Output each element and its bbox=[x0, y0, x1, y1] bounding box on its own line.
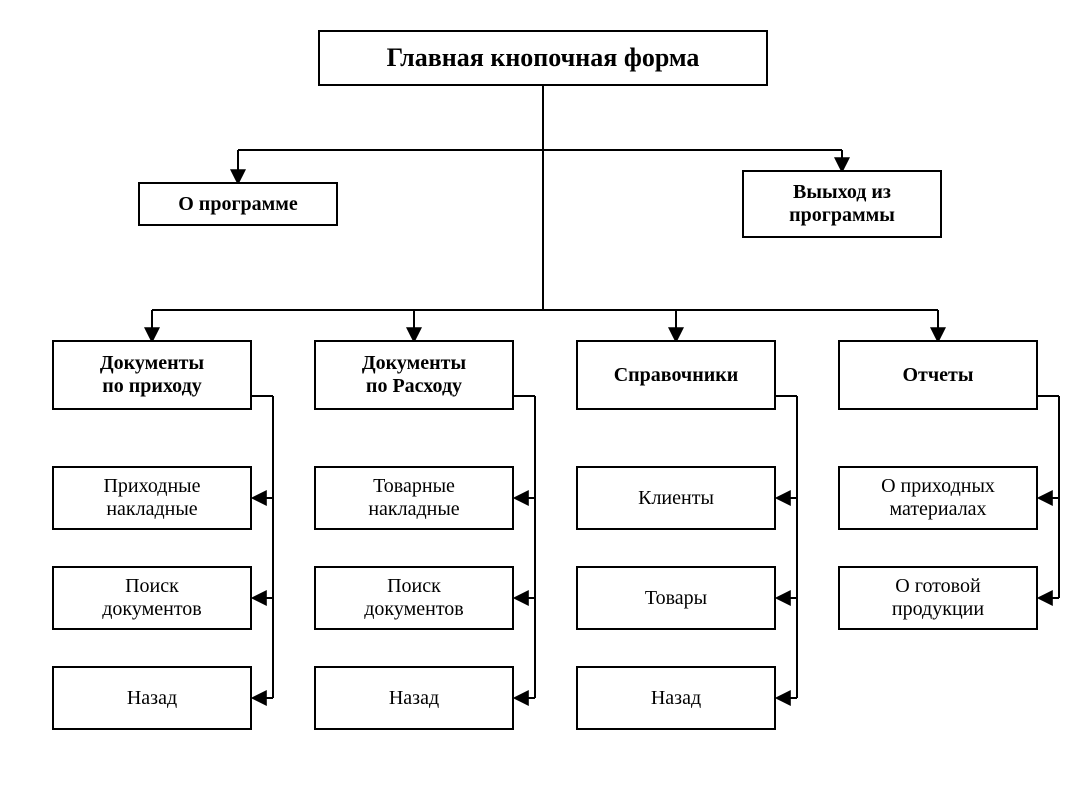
col-2-item-0-label: Клиенты bbox=[638, 487, 714, 510]
col-1-item-0-label: Товарныенакладные bbox=[368, 475, 459, 521]
col-2-item-0: Клиенты bbox=[576, 466, 776, 530]
col-0-head: Документыпо приходу bbox=[52, 340, 252, 410]
col-0-head-label: Документыпо приходу bbox=[100, 352, 204, 398]
col-3-head: Отчеты bbox=[838, 340, 1038, 410]
col-2-head-label: Справочники bbox=[614, 364, 739, 387]
col-2-item-1-label: Товары bbox=[645, 587, 707, 610]
col-1-head-label: Документыпо Расходу bbox=[362, 352, 466, 398]
col-0-item-2-label: Назад bbox=[127, 687, 177, 710]
col-0-item-2: Назад bbox=[52, 666, 252, 730]
col-1-item-2: Назад bbox=[314, 666, 514, 730]
root-label: Главная кнопочная форма bbox=[387, 43, 700, 73]
col-2-item-2: Назад bbox=[576, 666, 776, 730]
col-3-item-1-label: О готовойпродукции bbox=[892, 575, 984, 621]
diagram-canvas: Главная кнопочная форма О программе Выых… bbox=[0, 0, 1086, 786]
col-2-head: Справочники bbox=[576, 340, 776, 410]
node-about-label: О программе bbox=[178, 193, 298, 216]
col-3-item-1: О готовойпродукции bbox=[838, 566, 1038, 630]
node-exit-label: Выыход изпрограммы bbox=[789, 181, 895, 227]
col-1-item-2-label: Назад bbox=[389, 687, 439, 710]
col-3-head-label: Отчеты bbox=[903, 364, 974, 387]
col-0-item-1-label: Поискдокументов bbox=[102, 575, 202, 621]
col-1-item-1: Поискдокументов bbox=[314, 566, 514, 630]
col-2-item-2-label: Назад bbox=[651, 687, 701, 710]
root-node: Главная кнопочная форма bbox=[318, 30, 768, 86]
col-0-item-0-label: Приходныенакладные bbox=[103, 475, 200, 521]
col-3-item-0: О приходныхматериалах bbox=[838, 466, 1038, 530]
col-1-head: Документыпо Расходу bbox=[314, 340, 514, 410]
node-about: О программе bbox=[138, 182, 338, 226]
node-exit: Выыход изпрограммы bbox=[742, 170, 942, 238]
col-3-item-0-label: О приходныхматериалах bbox=[881, 475, 995, 521]
col-1-item-0: Товарныенакладные bbox=[314, 466, 514, 530]
col-1-item-1-label: Поискдокументов bbox=[364, 575, 464, 621]
col-0-item-1: Поискдокументов bbox=[52, 566, 252, 630]
col-2-item-1: Товары bbox=[576, 566, 776, 630]
col-0-item-0: Приходныенакладные bbox=[52, 466, 252, 530]
